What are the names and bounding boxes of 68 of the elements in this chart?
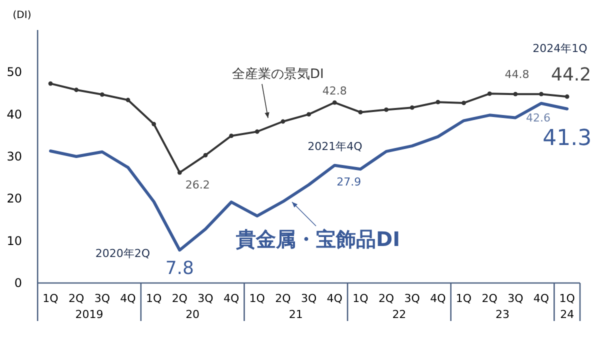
- y-tick-label: 50: [6, 65, 22, 80]
- x-tick-label: 2Q: [172, 292, 188, 305]
- annotation: 2024年1Q: [532, 42, 588, 55]
- y-tick-label: 20: [6, 192, 22, 206]
- point: [203, 153, 208, 158]
- y-axis-title: (DI): [12, 10, 32, 21]
- y-tick-label: 30: [6, 150, 22, 164]
- point: [332, 100, 337, 105]
- x-tick-label: 1Q: [146, 292, 162, 305]
- text: 23: [496, 308, 510, 321]
- x-tick-label: 2Q: [378, 292, 394, 305]
- point: [100, 92, 104, 97]
- point: [280, 119, 286, 124]
- point: [462, 100, 466, 106]
- annotation: 2021年4Q: [308, 140, 363, 153]
- point: [74, 88, 79, 92]
- point: [177, 170, 182, 175]
- x-tick-label: 1Q: [352, 292, 369, 305]
- x-tick-label: 4Q: [120, 292, 136, 305]
- point: [306, 112, 311, 117]
- series-label: 全産業の景気DI: [232, 66, 324, 82]
- data-label: 7.8: [165, 258, 194, 280]
- point: [487, 91, 492, 96]
- y-tick-label: 0: [14, 276, 22, 290]
- data-label: 26.2: [185, 178, 210, 192]
- point: [410, 105, 414, 110]
- legend-label: 貴金属・宝飾品DI: [235, 227, 400, 251]
- point: [436, 100, 440, 104]
- text: 20: [186, 308, 200, 321]
- point: [358, 110, 363, 114]
- x-tick-label: 1Q: [559, 292, 576, 305]
- text: 21: [288, 308, 303, 321]
- x-tick-label: 4Q: [533, 292, 550, 305]
- point: [48, 81, 53, 86]
- point: [152, 122, 156, 126]
- x-tick-label: 2Q: [68, 292, 85, 305]
- data-label: 42.8: [322, 84, 347, 98]
- point: [229, 134, 234, 138]
- x-tick-label: 3Q: [300, 292, 317, 305]
- x-tick-label: 4Q: [223, 292, 240, 305]
- point: [513, 92, 518, 96]
- x-tick-label: 3Q: [94, 292, 110, 305]
- text: 24: [560, 308, 574, 321]
- y-tick-label: 10: [6, 234, 22, 248]
- point: [254, 129, 260, 134]
- y-tick-label: 40: [6, 107, 22, 122]
- data-label: 27.9: [336, 175, 362, 188]
- point: [126, 98, 130, 102]
- x-tick-label: 2Q: [275, 292, 292, 305]
- point: [539, 92, 544, 96]
- x-tick-label: 1Q: [249, 292, 266, 305]
- data-label: 44.2: [551, 64, 592, 86]
- data-label: 41.3: [542, 126, 592, 151]
- text: 22: [392, 308, 406, 321]
- point: [564, 94, 570, 99]
- x-tick-label: 4Q: [430, 292, 446, 305]
- x-tick-label: 1Q: [42, 292, 59, 305]
- x-tick-label: 3Q: [508, 292, 524, 305]
- data-label: 44.8: [504, 68, 530, 82]
- x-tick-label: 3Q: [198, 292, 214, 305]
- x-tick-label: 1Q: [456, 292, 472, 305]
- x-tick-label: 2Q: [482, 292, 498, 305]
- x-tick-label: 4Q: [326, 292, 343, 305]
- x-tick-label: 3Q: [404, 292, 420, 305]
- data-label: 42.6: [526, 111, 551, 124]
- point: [384, 107, 388, 112]
- annotation: 2020年2Q: [95, 247, 150, 260]
- text: 2019: [75, 308, 104, 321]
